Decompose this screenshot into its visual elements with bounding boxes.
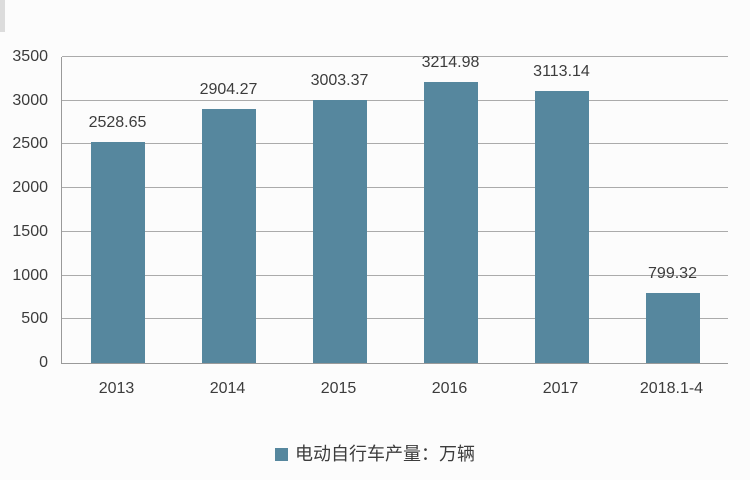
bar-2018.1-4 xyxy=(645,293,700,363)
bar-value-label: 799.32 xyxy=(648,265,697,283)
bar-2016 xyxy=(423,81,478,363)
gridline-500 xyxy=(62,318,728,320)
x-tick-label: 2013 xyxy=(98,380,135,397)
y-tick-label: 0 xyxy=(39,354,48,371)
y-tick-label: 1500 xyxy=(12,222,48,240)
gridline-3000 xyxy=(62,99,728,101)
bar-2017 xyxy=(534,90,589,363)
gridline-3500 xyxy=(62,56,728,57)
y-tick-label: 3500 xyxy=(12,48,48,65)
x-tick-label: 2015 xyxy=(320,380,357,397)
y-tick-label: 1000 xyxy=(12,266,48,284)
legend: 电动自行车产量：万辆 xyxy=(0,442,750,466)
x-tick-label: 2017 xyxy=(542,380,579,397)
legend-label: 电动自行车产量：万辆 xyxy=(295,444,475,464)
plot-area: 2528.65 2904.27 3003.37 3214.98 3113.14 799.3… xyxy=(61,54,728,364)
bar-value-label: 3113.14 xyxy=(533,62,590,80)
legend-marker-icon xyxy=(275,447,288,461)
gridline-1500 xyxy=(62,230,728,232)
bar-value-label: 2528.65 xyxy=(88,113,147,131)
x-tick-label: 2018.1-4 xyxy=(639,380,704,397)
x-tick-label: 2016 xyxy=(431,380,468,397)
bar-2014 xyxy=(201,109,256,363)
gridline-1000 xyxy=(62,274,728,276)
gridline-2500 xyxy=(62,143,728,145)
y-tick-label: 2500 xyxy=(12,135,48,153)
bar-2013 xyxy=(90,141,145,363)
scan-edge-artifact xyxy=(0,0,5,32)
y-tick-label: 2000 xyxy=(12,179,48,197)
bar-value-label: 3003.37 xyxy=(310,72,369,90)
y-tick-label: 3000 xyxy=(12,91,48,109)
bar-value-label: 2904.27 xyxy=(199,81,258,99)
gridline-2000 xyxy=(62,187,728,189)
y-tick-label: 500 xyxy=(21,310,48,328)
bar-2015 xyxy=(312,100,367,363)
x-tick-label: 2014 xyxy=(209,380,246,397)
bar-value-label: 3214.98 xyxy=(421,53,480,71)
